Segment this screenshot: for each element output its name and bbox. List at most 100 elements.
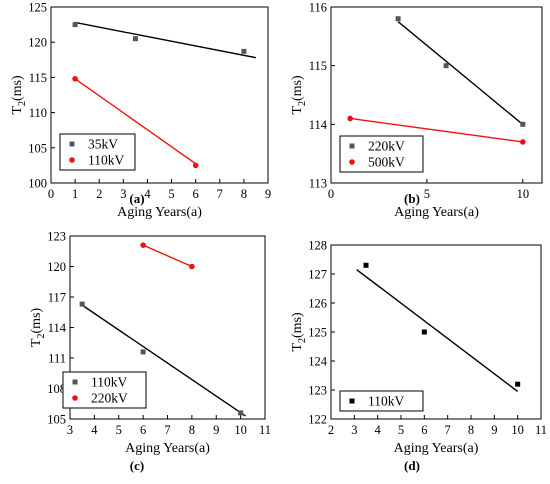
x-tick-label: 4 [91, 423, 98, 437]
x-tick-label: 6 [193, 187, 199, 201]
data-point [192, 162, 199, 169]
legend-marker [72, 395, 78, 401]
chart-panel-b: 0 5 10 113 114 115 116 Aging Years(a) T2(ms) 220k… [290, 1, 543, 220]
data-point [132, 36, 138, 42]
y-tick-label: 115 [309, 59, 327, 73]
chart-panel-a: 0 1 2 3 4 5 6 7 8 9 100 105 110 115 120 125 Aging Years(… [10, 1, 271, 221]
y-tick-label: 100 [28, 177, 47, 191]
x-tick-label: 8 [189, 423, 195, 437]
data-point [140, 349, 146, 355]
x-tick-label: 8 [468, 423, 474, 437]
legend-marker [69, 157, 75, 163]
x-tick-label: 3 [351, 423, 357, 437]
panel-label: (a) [129, 191, 144, 206]
data-point [395, 16, 401, 22]
x-tick-label: 7 [217, 187, 223, 201]
fit-line-0 [356, 269, 519, 393]
legend-label: 35kV [88, 137, 118, 152]
x-tick-label: 5 [398, 423, 404, 437]
x-tick-label: 2 [96, 187, 102, 201]
y-tick-label: 105 [47, 413, 66, 427]
data-point [140, 242, 146, 248]
data-point [79, 301, 85, 307]
data-point [443, 63, 449, 69]
x-tick-label: 10 [517, 187, 530, 201]
x-axis-label: Aging Years(a) [125, 441, 210, 456]
x-tick-label: 11 [259, 423, 271, 437]
data-point [347, 115, 353, 122]
legend-box [62, 371, 147, 409]
x-tick-label: 1 [72, 187, 78, 201]
x-tick-label: 9 [491, 423, 497, 437]
x-tick-label: 10 [511, 423, 524, 437]
y-tick-label: 115 [29, 71, 47, 85]
legend-label: 220kV [91, 391, 128, 406]
data-point [363, 262, 369, 268]
fit-line-0 [74, 21, 257, 59]
x-tick-label: 6 [140, 423, 146, 437]
panel-label: (b) [404, 191, 420, 206]
y-tick-label: 125 [28, 1, 47, 15]
x-tick-label: 4 [375, 423, 382, 437]
plot-frame [330, 6, 543, 184]
x-tick-label: 5 [424, 187, 430, 201]
x-tick-label: 8 [241, 187, 247, 201]
legend-marker [349, 159, 355, 165]
y-axis-label: T2(ms) [29, 308, 47, 348]
legend-marker [69, 141, 75, 147]
data-point [520, 121, 526, 127]
data-point [72, 22, 78, 28]
x-tick-label: 7 [164, 423, 170, 437]
y-tick-label: 114 [48, 321, 67, 335]
y-tick-label: 116 [309, 1, 327, 15]
y-tick-label: 123 [308, 384, 327, 398]
y-tick-label: 114 [309, 118, 328, 132]
legend-box [339, 390, 424, 412]
y-axis-label: T2(ms) [290, 75, 308, 115]
x-tick-label: 3 [67, 423, 73, 437]
fit-line-0 [397, 21, 526, 127]
x-tick-label: 5 [168, 187, 174, 201]
legend-marker [72, 379, 78, 385]
legend-label: 110kV [88, 153, 124, 168]
data-point [189, 263, 195, 270]
y-tick-label: 117 [48, 291, 66, 305]
x-axis-label: Aging Years(a) [394, 441, 479, 456]
legend-marker [349, 398, 355, 404]
y-tick-label: 111 [48, 352, 66, 366]
x-tick-label: 9 [213, 423, 219, 437]
y-tick-label: 113 [309, 177, 327, 191]
y-tick-label: 108 [47, 382, 66, 396]
y-axis-label: T2(ms) [290, 312, 308, 352]
data-point [72, 76, 78, 82]
x-axis-label: Aging Years(a) [394, 205, 479, 220]
fit-line-1 [74, 78, 199, 166]
x-tick-label: 11 [535, 423, 547, 437]
x-tick-label: 2 [328, 423, 334, 437]
legend-label: 500kV [368, 155, 405, 170]
y-tick-label: 120 [47, 260, 66, 274]
data-point [421, 329, 427, 335]
fit-line-1 [142, 244, 193, 268]
y-tick-label: 120 [28, 36, 47, 50]
legend-label: 110kV [368, 394, 404, 409]
legend-box [59, 133, 136, 171]
data-point [241, 48, 247, 54]
x-tick-label: 5 [116, 423, 122, 437]
chart-panel-c: 3 4 5 6 7 8 9 10 11 105 108 111 114 117 120 123 Aging Ye… [29, 230, 271, 474]
x-tick-label: 10 [234, 423, 247, 437]
data-point [520, 139, 526, 145]
x-tick-label: 9 [265, 187, 271, 201]
chart-panel-d: 2 3 4 5 6 7 8 9 10 11 122 123 124 125 126 127 128 Aging Y… [290, 239, 547, 474]
legend-marker [349, 143, 355, 149]
y-tick-label: 126 [308, 297, 327, 311]
y-tick-label: 128 [308, 239, 327, 253]
x-tick-label: 3 [120, 187, 126, 201]
y-tick-label: 122 [308, 413, 327, 427]
x-tick-label: 7 [445, 423, 451, 437]
x-tick-label: 4 [144, 187, 151, 201]
panel-label: (c) [130, 458, 144, 473]
legend-label: 220kV [368, 139, 405, 154]
y-tick-label: 123 [47, 230, 66, 244]
